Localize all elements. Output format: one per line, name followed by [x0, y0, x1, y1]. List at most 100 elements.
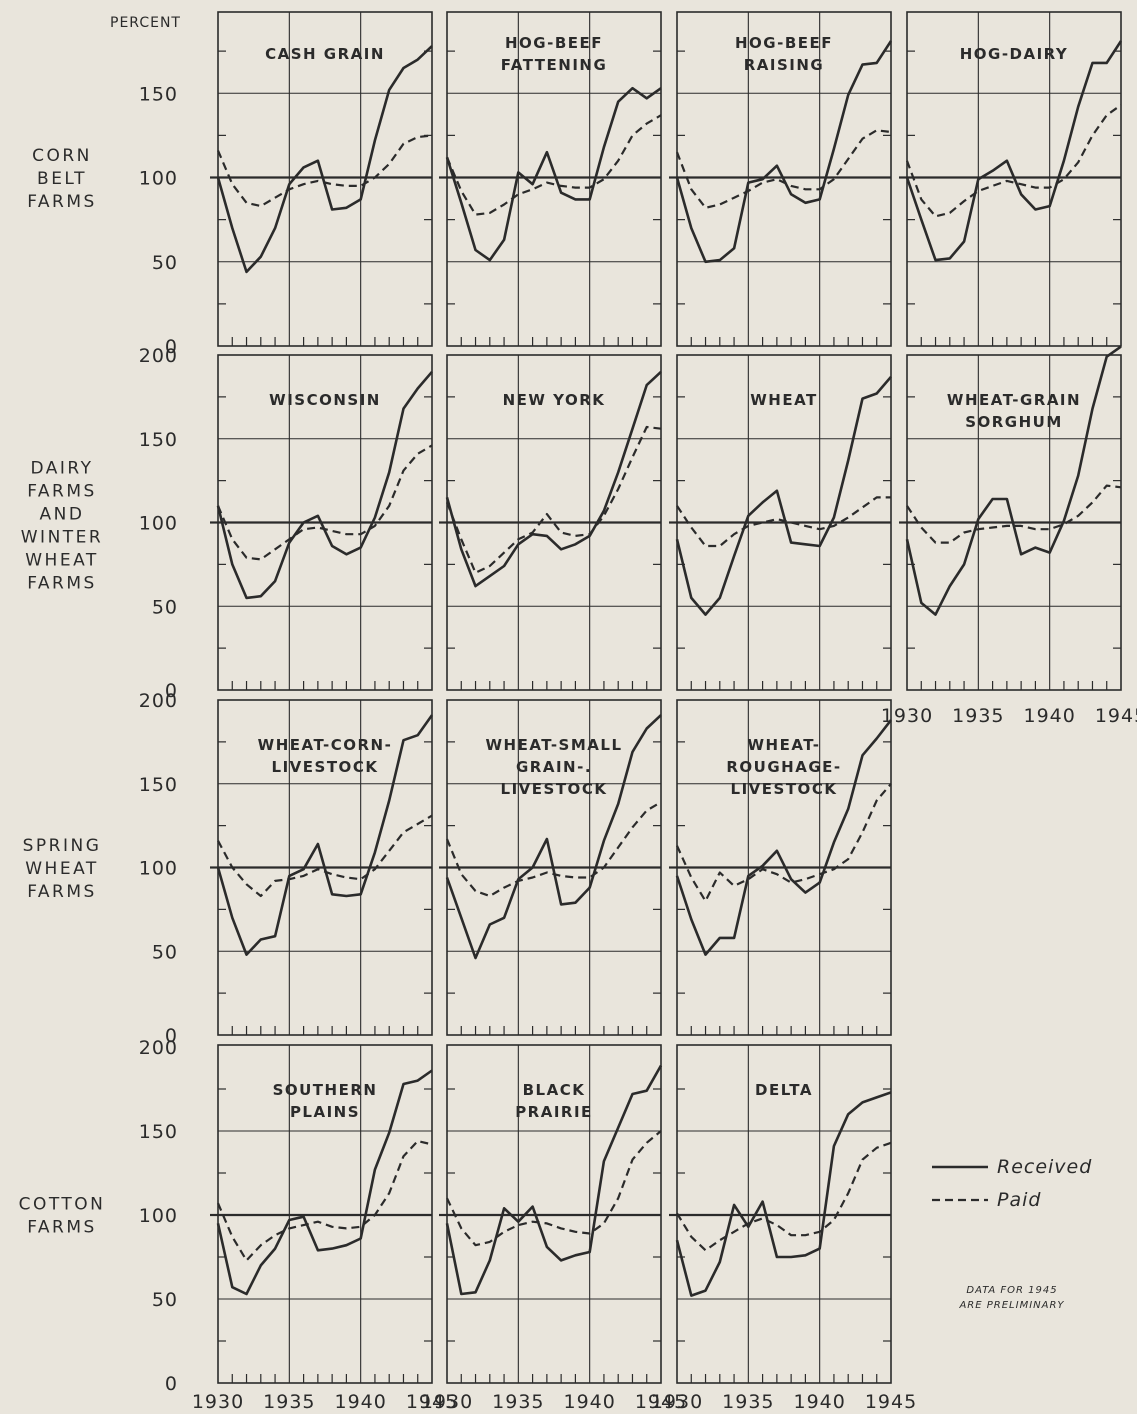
x-tick-label: 1945	[865, 1391, 917, 1413]
y-tick-label: 200	[139, 345, 178, 367]
y-tick-label: 100	[139, 1205, 178, 1227]
y-tick-label: 50	[152, 596, 178, 618]
y-tick-label: 150	[139, 429, 178, 451]
y-tick-label: 100	[139, 513, 178, 535]
x-tick-label: 1930	[651, 1391, 703, 1413]
panel-title-line: LIVESTOCK	[272, 758, 379, 776]
panel-wheat-corn-livestock: WHEAT-CORN- LIVESTOCK	[210, 699, 434, 1036]
series-received-line	[216, 714, 434, 956]
row-group-label: FARMS	[27, 882, 97, 902]
y-tick-label: 150	[139, 83, 178, 105]
row-group-label: CORN	[32, 146, 92, 166]
series-paid-line	[906, 484, 1122, 544]
series-received-line	[675, 40, 893, 264]
row-group-label: WHEAT	[25, 551, 99, 571]
x-tick-label: 1930	[192, 1391, 244, 1413]
x-tick-label: 1940	[1023, 705, 1075, 727]
panel-title-line: WISCONSIN	[269, 391, 381, 409]
row-group-label: FARMS	[27, 1218, 97, 1238]
row-group-labels: CORN BELT FARMS DAIRY FARMS AND WINTER WHEAT FAR…	[19, 146, 106, 1238]
row-group-label: WINTER	[21, 528, 103, 548]
series-paid-line	[445, 425, 662, 574]
y-tick-label: 50	[152, 252, 178, 274]
row-group-label: FARMS	[27, 574, 97, 594]
series-paid-line	[216, 134, 433, 208]
panel-southern-plains: SOUTHERN PLAINS	[210, 1044, 433, 1384]
series-received-line	[216, 370, 433, 600]
row-group-label: DAIRY	[30, 459, 93, 479]
panel-title-line: PRAIRIE	[515, 1103, 593, 1121]
panel-title-line: FATTENING	[501, 56, 608, 74]
series-paid-line	[216, 1140, 433, 1262]
panel-title-line: ROUGHAGE-	[726, 758, 841, 776]
panel-title-line: WHEAT-	[747, 736, 820, 754]
series-paid-line	[676, 496, 891, 548]
y-tick-label: 100	[139, 168, 178, 190]
x-tick-label: 1930	[421, 1391, 473, 1413]
row-group-label: BELT	[37, 169, 87, 189]
series-paid-line	[675, 783, 892, 903]
y-tick-label: 150	[139, 1121, 178, 1143]
panel-wheat-roughage-livestock: WHEAT- ROUGHAGE- LIVESTOCK	[669, 699, 893, 1036]
panels-layer: CASH GRAIN HOG-BEEF FATTENING HOG-BEEF RAISI…	[210, 11, 1123, 1384]
x-tick-label: 1945	[406, 1391, 458, 1413]
panel-title-line: HOG-DAIRY	[960, 45, 1069, 63]
series-received-line	[905, 345, 1122, 616]
y-tick-label: 150	[139, 774, 178, 796]
axis-text-layer: 0501001500501001502000501001502000501001…	[139, 83, 1137, 1413]
panel-title-line: GRAIN-.	[516, 758, 592, 776]
panel-title-line: WHEAT-SMALL	[486, 736, 623, 754]
row-group-label: WHEAT	[25, 859, 99, 879]
series-received-line	[675, 719, 893, 956]
panel-title-line: NEW YORK	[503, 391, 606, 409]
row-group-label: FARMS	[27, 192, 97, 212]
panel-wheat: WHEAT	[669, 354, 892, 691]
panel-wheat-grain-sorghum: WHEAT-GRAIN SORGHUM	[899, 345, 1122, 691]
x-tick-label: 1935	[722, 1391, 774, 1413]
panel-cash-grain: CASH GRAIN	[210, 11, 433, 347]
series-received-line	[675, 1091, 892, 1297]
series-paid-line	[216, 444, 433, 561]
x-tick-label: 1940	[334, 1391, 386, 1413]
panel-title-line: PLAINS	[290, 1103, 360, 1121]
x-tick-label: 1945	[1095, 705, 1137, 727]
y-tick-label: 0	[165, 1025, 178, 1047]
legend: Received Paid	[932, 1156, 1091, 1211]
series-paid-line	[445, 801, 662, 898]
series-received-line	[445, 370, 662, 588]
preliminary-note: DATA FOR 1945 ARE PRELIMINARY	[958, 1285, 1064, 1311]
legend-paid-label: Paid	[997, 1189, 1041, 1211]
y-unit-label: PERCENT	[110, 15, 181, 31]
series-received-line	[216, 1069, 433, 1296]
series-paid-line	[676, 1141, 892, 1252]
panel-delta: DELTA	[669, 1044, 892, 1384]
series-received-line	[445, 1064, 663, 1296]
y-tick-label: 100	[139, 858, 178, 880]
panel-wheat-small-grain-livestock: WHEAT-SMALL GRAIN-. LIVESTOCK	[439, 699, 662, 1036]
panel-title-line: RAISING	[744, 56, 825, 74]
panel-title-line: WHEAT-CORN-	[258, 736, 393, 754]
y-tick-label: 50	[152, 1289, 178, 1311]
panel-title-line: HOG-BEEF	[505, 34, 603, 52]
x-tick-label: 1940	[793, 1391, 845, 1413]
panel-hog-beef-raising: HOG-BEEF RAISING	[669, 11, 893, 347]
panel-wisconsin: WISCONSIN	[210, 354, 433, 691]
series-paid-line	[905, 104, 1122, 218]
note-line-1: DATA FOR 1945	[966, 1285, 1057, 1296]
panel-title-line: BLACK	[523, 1081, 586, 1099]
y-tick-label: 0	[165, 1373, 178, 1395]
panel-black-prairie: BLACK PRAIRIE	[439, 1044, 663, 1384]
note-line-2: ARE PRELIMINARY	[958, 1300, 1064, 1311]
row-group-label: COTTON	[19, 1195, 106, 1215]
x-tick-label: 1935	[952, 705, 1004, 727]
panel-title-line: SOUTHERN	[273, 1081, 378, 1099]
panel-hog-beef-fattening: HOG-BEEF FATTENING	[439, 11, 662, 347]
row-group-label: SPRING	[23, 836, 102, 856]
series-received-line	[216, 45, 433, 274]
series-paid-line	[675, 129, 892, 209]
panel-title-line: LIVESTOCK	[501, 780, 608, 798]
series-received-line	[445, 86, 662, 262]
series-paid-line	[446, 1130, 662, 1247]
x-tick-label: 1930	[881, 705, 933, 727]
